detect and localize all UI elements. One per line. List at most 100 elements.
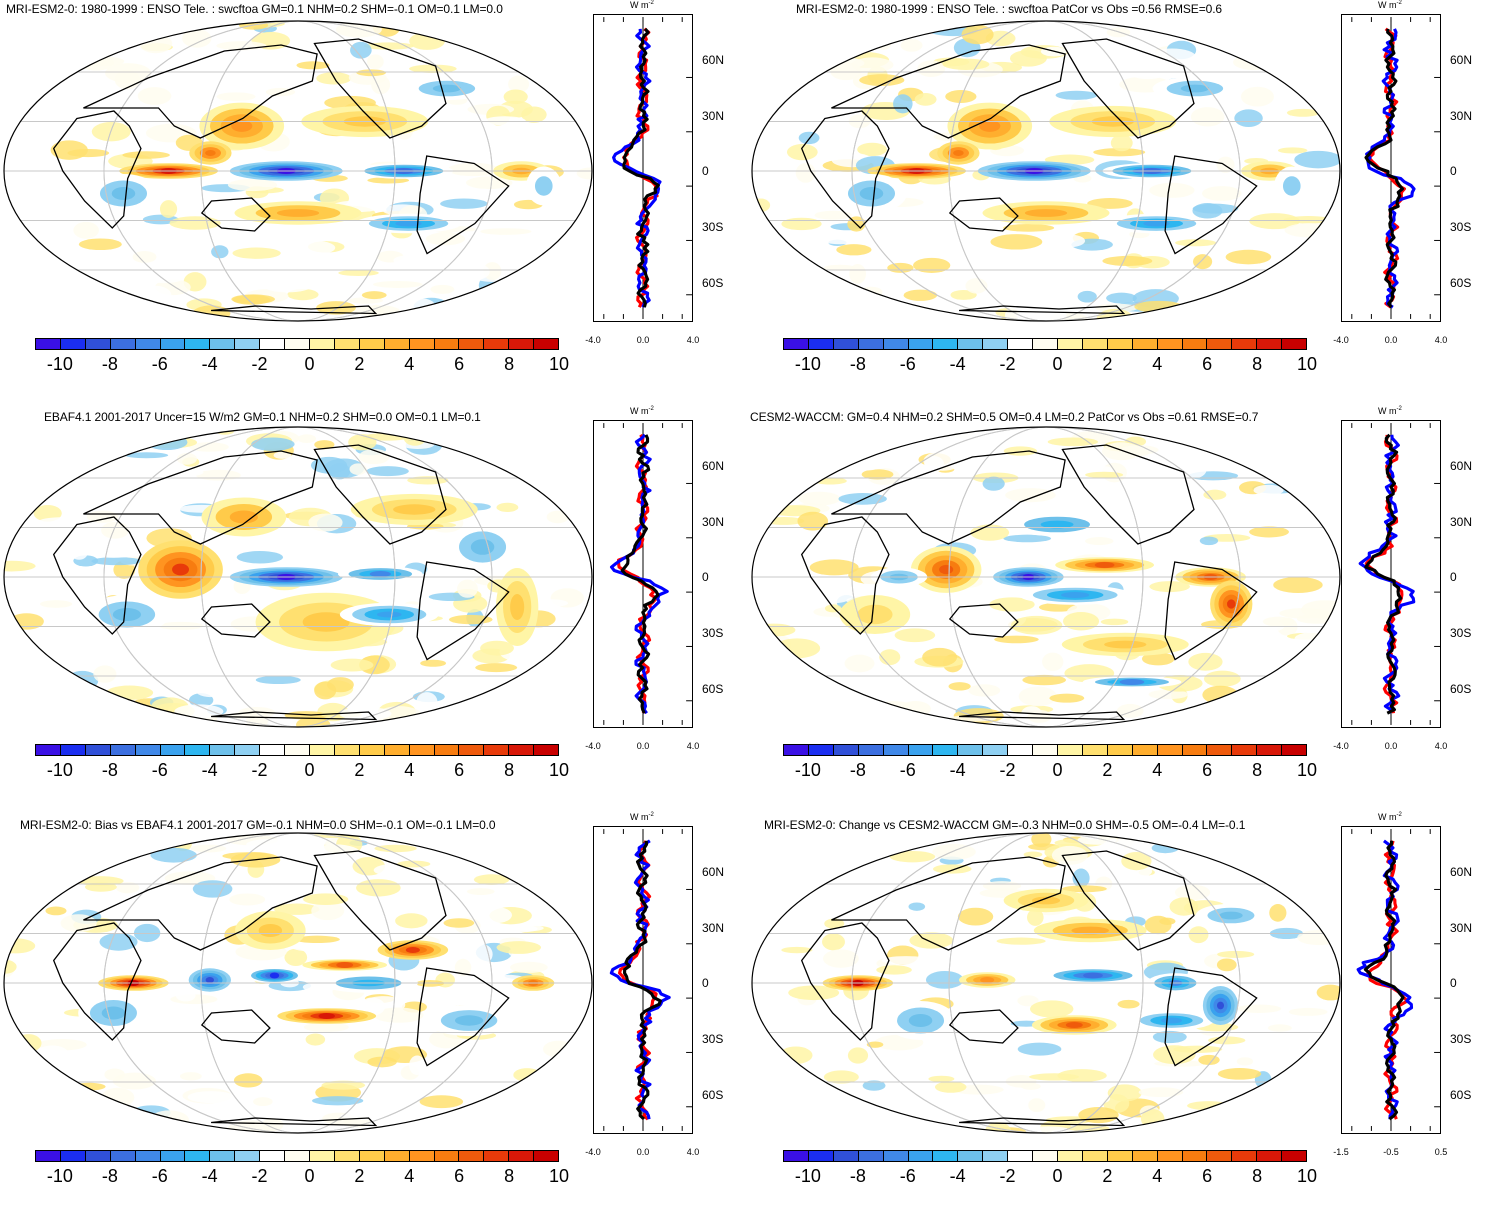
- field-speckle: [1110, 134, 1133, 152]
- latitude-label: 0: [702, 976, 709, 990]
- colorbar-label: 6: [454, 354, 465, 374]
- colorbar-segment: [409, 745, 435, 755]
- colorbar-segment: [309, 745, 335, 755]
- field-contour: [276, 209, 320, 217]
- field-speckle: [1031, 833, 1052, 848]
- field-contour: [112, 608, 142, 621]
- field-layer: [4, 833, 592, 1133]
- coastline: [313, 444, 447, 545]
- field-speckle: [159, 200, 178, 218]
- field-speckle: [101, 1087, 135, 1108]
- field-speckle: [356, 879, 401, 897]
- field-speckle: [1240, 86, 1274, 107]
- field-speckle: [422, 1057, 465, 1074]
- field-speckle: [795, 162, 816, 183]
- field-speckle: [4, 188, 22, 199]
- coastline: [959, 711, 1126, 721]
- colorbar-segment: [534, 745, 559, 755]
- field-speckle: [402, 1112, 444, 1123]
- black-curve: [623, 840, 662, 1121]
- field-speckle: [246, 838, 298, 851]
- colorbar: [783, 744, 1307, 756]
- field-speckle: [887, 262, 914, 273]
- field-speckle: [1087, 198, 1133, 209]
- colorbar-segment: [1232, 745, 1258, 755]
- colorbar-label: 6: [1202, 1166, 1213, 1186]
- colorbar-segment: [334, 339, 360, 349]
- world-map: [751, 426, 1341, 728]
- field-speckle: [222, 698, 246, 707]
- field-speckle: [965, 278, 988, 294]
- field-contour: [534, 176, 553, 196]
- field-speckle: [395, 913, 428, 929]
- zonal-x-tick-label: 4.0: [1434, 335, 1448, 345]
- field-speckle: [179, 468, 204, 476]
- colorbar-segment: [210, 1151, 236, 1161]
- field-contour: [111, 187, 136, 200]
- field-speckle: [346, 190, 376, 200]
- colorbar-label: 8: [1252, 1166, 1263, 1186]
- colorbar-label: -4: [949, 354, 966, 374]
- field-speckle: [893, 94, 913, 114]
- field-speckle: [1134, 300, 1184, 313]
- colorbar-label: 4: [1152, 354, 1163, 374]
- field-speckle: [823, 1070, 859, 1084]
- field-speckle: [308, 513, 343, 532]
- colorbar-segment: [359, 339, 385, 349]
- colorbar-segment: [1257, 745, 1283, 755]
- colorbar-segment: [434, 1151, 460, 1161]
- colorbar-label: -4: [949, 760, 966, 780]
- colorbar-label: -2: [999, 354, 1016, 374]
- field-speckle: [1202, 685, 1239, 705]
- colorbar-label: 10: [1296, 354, 1318, 374]
- field-speckle: [1051, 234, 1086, 248]
- coastline: [1164, 967, 1258, 1067]
- field-speckle: [752, 983, 793, 1001]
- field-speckle: [1089, 1093, 1111, 1104]
- colorbar-segment: [858, 339, 884, 349]
- field-speckle: [786, 143, 818, 161]
- field-speckle: [283, 239, 336, 256]
- colorbar-segment: [958, 339, 984, 349]
- field-speckle: [1149, 581, 1190, 593]
- latitude-label: 0: [1450, 570, 1457, 584]
- colorbar-segment: [384, 745, 410, 755]
- coastline: [800, 110, 890, 229]
- colorbar-label: -4: [201, 1166, 218, 1186]
- coastline: [52, 922, 142, 1041]
- world-map: [751, 832, 1341, 1134]
- colorbar-label: 4: [1152, 760, 1163, 780]
- colorbar: [35, 1150, 559, 1162]
- field-speckle: [1217, 950, 1255, 958]
- colorbar-segment: [1207, 339, 1233, 349]
- colorbar-segment: [185, 745, 211, 755]
- field-speckle: [1107, 1084, 1142, 1102]
- field-speckle: [914, 92, 937, 106]
- field-speckle: [925, 971, 964, 989]
- field-speckle: [193, 679, 227, 698]
- field-speckle: [273, 451, 292, 459]
- field-speckle: [823, 264, 856, 271]
- field-speckle: [409, 1055, 426, 1076]
- zonal-x-tick-label: 4.0: [686, 741, 700, 751]
- field-speckle: [132, 251, 157, 263]
- field-contour: [1094, 562, 1115, 568]
- field-speckle: [821, 933, 845, 951]
- colorbar-segment: [285, 339, 310, 349]
- field-contour: [454, 1015, 484, 1026]
- colorbar-label: -8: [101, 760, 118, 780]
- field-speckle: [1017, 995, 1039, 1007]
- field-speckle: [1102, 255, 1153, 267]
- field-speckle: [1267, 1024, 1292, 1032]
- field-speckle: [443, 918, 475, 928]
- colorbar-segment: [1282, 1151, 1307, 1161]
- field-speckle: [422, 570, 466, 587]
- field-layer: [4, 427, 592, 727]
- field-speckle: [932, 1104, 952, 1119]
- field-speckle: [1077, 835, 1117, 845]
- field-speckle: [451, 995, 479, 1004]
- field-speckle: [232, 294, 271, 305]
- black-curve: [1364, 28, 1405, 309]
- colorbar-segment: [1182, 1151, 1208, 1161]
- field-speckle: [1236, 1057, 1254, 1066]
